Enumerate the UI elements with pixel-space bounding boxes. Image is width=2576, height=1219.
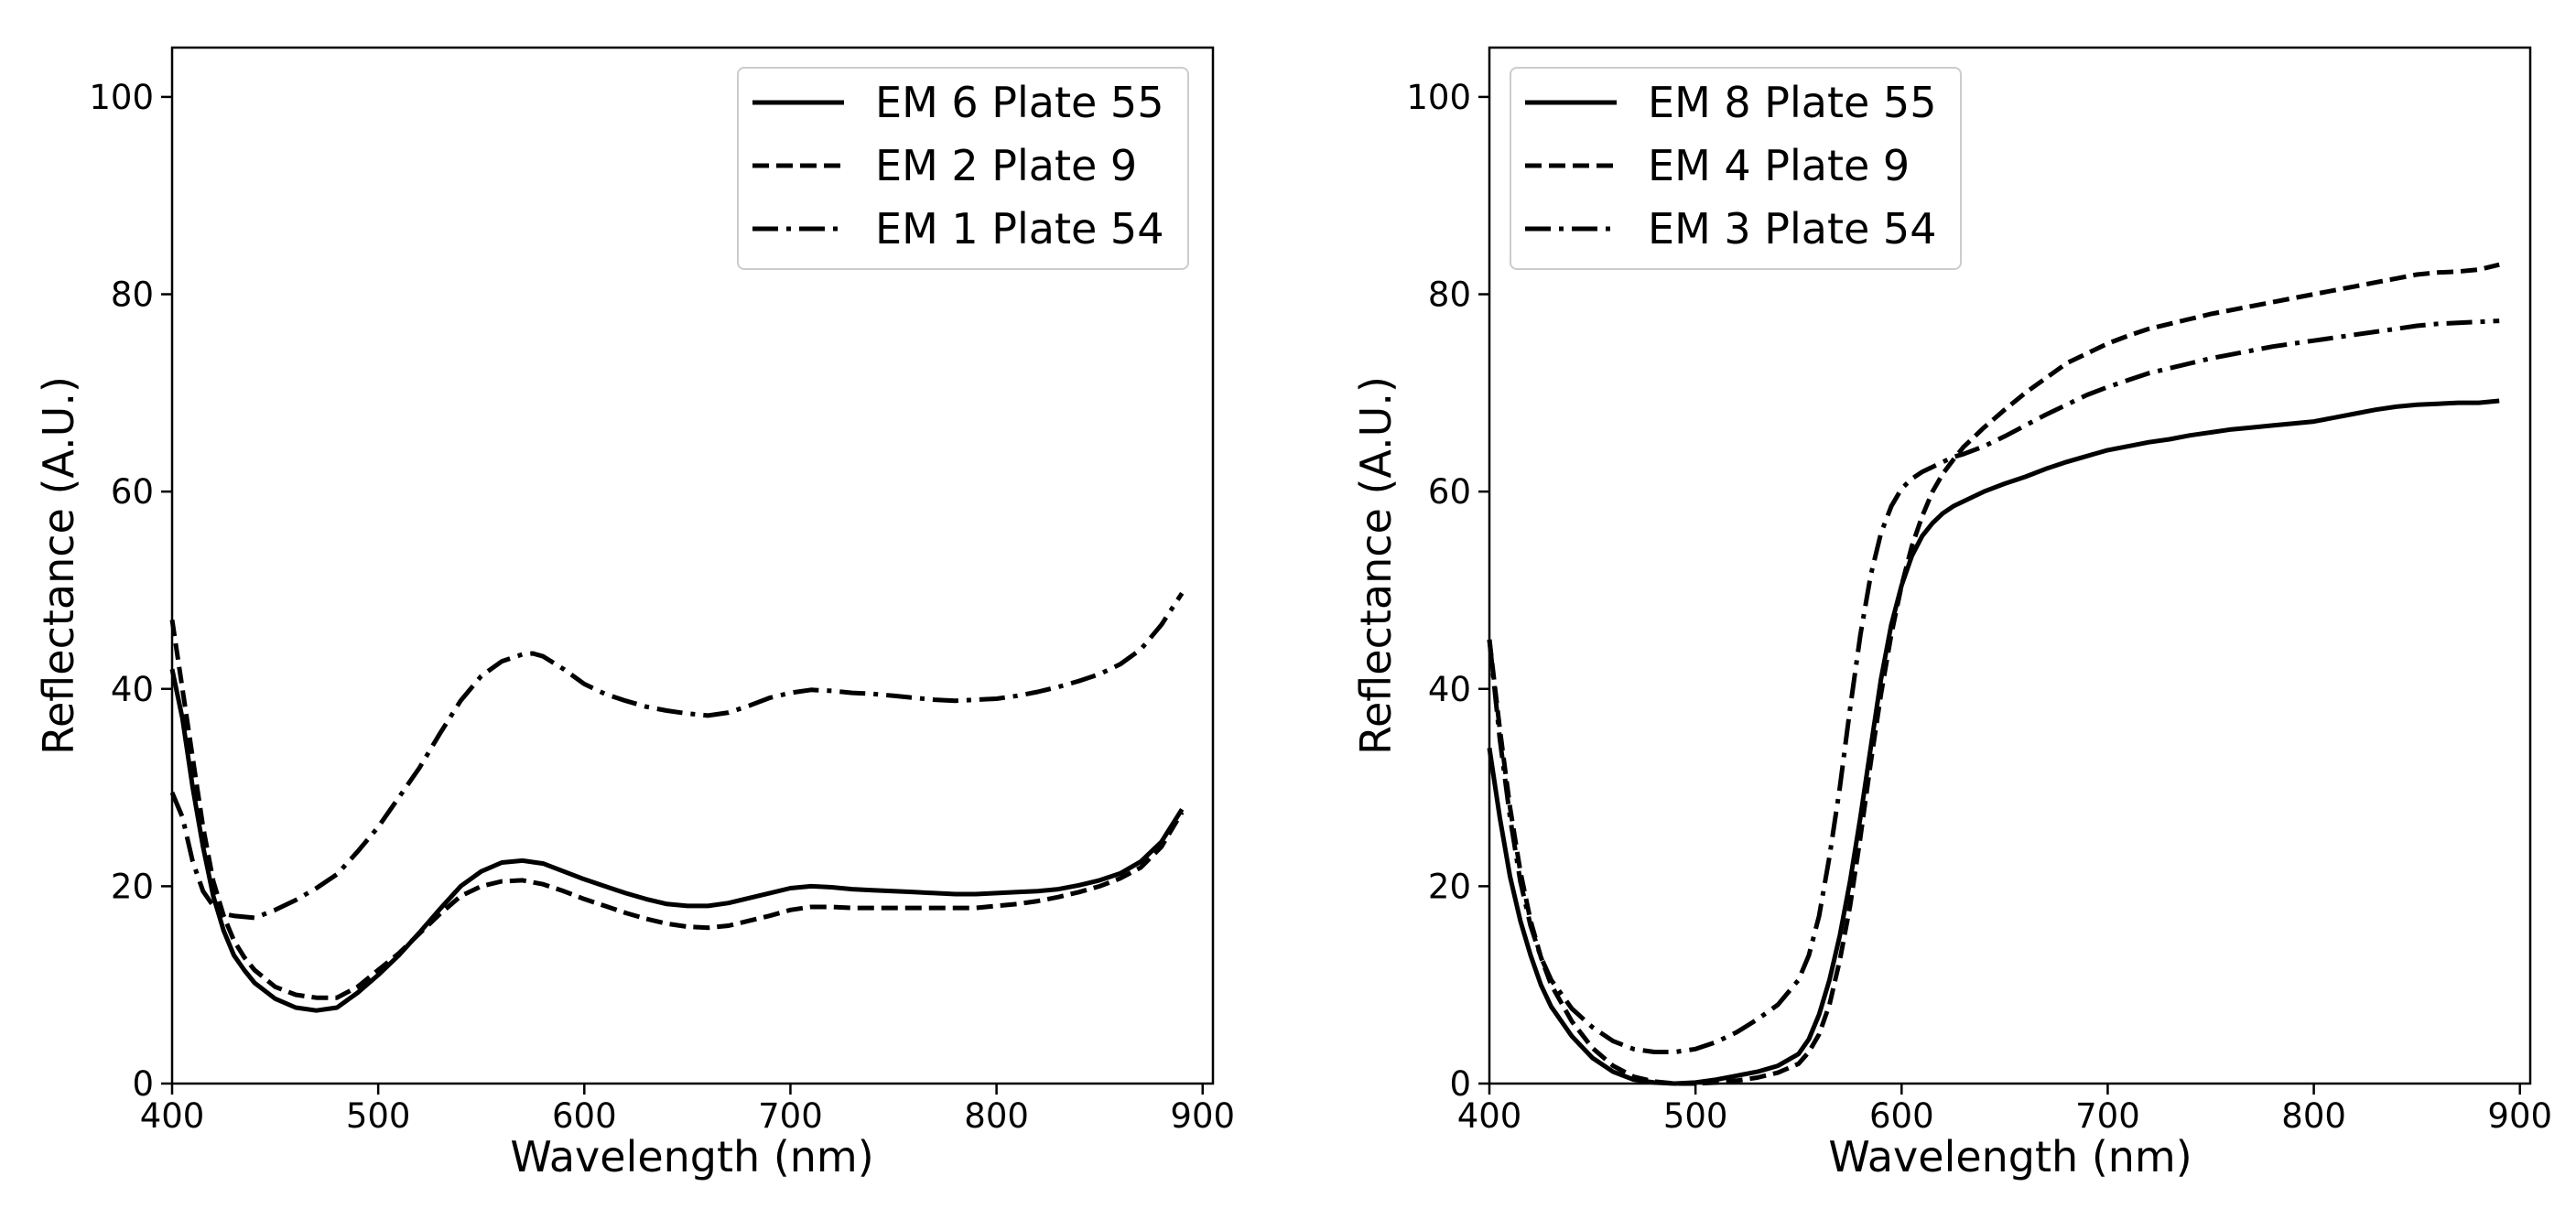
x-tick-label: 700: [2075, 1096, 2140, 1136]
x-tick-label: 500: [1663, 1096, 1728, 1136]
left-chart-lines: [169, 591, 1185, 1013]
left-legend-entry: EM 1 Plate 54: [875, 204, 1164, 254]
right-legend-box: [1510, 67, 1962, 270]
y-tick-label: 40: [111, 670, 154, 709]
y-tick-label: 0: [132, 1064, 154, 1104]
left-x-axis-label: Wavelength (nm): [510, 1132, 873, 1181]
y-tick-label: 0: [1449, 1064, 1471, 1104]
left-y-axis-label: Reflectance (A.U.): [34, 376, 83, 755]
series-line-right-2: [1487, 262, 2500, 1086]
y-tick-label: 100: [1406, 78, 1471, 117]
y-tick-label: 80: [111, 275, 154, 315]
left-legend: EM 6 Plate 55 EM 2 Plate 9 EM 1 Plate 54: [737, 67, 1189, 270]
right-legend-entry: EM 3 Plate 54: [1648, 204, 1936, 254]
x-tick-label: 600: [552, 1096, 617, 1136]
right-chart-panel: 400 500 600 700 800 900 0 20 40 60 80 100 Wavelengt…: [1351, 46, 2552, 1181]
right-legend-entry: EM 4 Plate 9: [1648, 141, 1910, 190]
x-tick-label: 500: [346, 1096, 411, 1136]
x-tick-label: 800: [964, 1096, 1029, 1136]
left-legend-entry: EM 2 Plate 9: [875, 141, 1137, 190]
x-tick-label: 800: [2281, 1096, 2346, 1136]
right-legend: EM 8 Plate 55 EM 4 Plate 9 EM 3 Plate 54: [1510, 67, 1962, 270]
x-tick-label: 400: [140, 1096, 205, 1136]
y-tick-label: 40: [1428, 670, 1471, 709]
left-legend-box: [737, 67, 1189, 270]
x-tick-label: 700: [758, 1096, 823, 1136]
right-chart-lines: [1487, 262, 2500, 1086]
x-tick-label: 900: [1170, 1096, 1235, 1136]
left-chart-panel: 400 500 600 700 800 900 0 20 40 60 80 100 Wavelengt…: [34, 46, 1235, 1181]
y-tick-label: 60: [111, 472, 154, 512]
series-line-left-1: [169, 668, 1185, 1013]
right-y-axis-label: Reflectance (A.U.): [1351, 376, 1401, 755]
right-legend-entry: EM 8 Plate 55: [1648, 78, 1936, 127]
right-x-axis-label: Wavelength (nm): [1828, 1132, 2192, 1181]
left-plot-frame: [170, 46, 1215, 1085]
x-tick-label: 400: [1457, 1096, 1522, 1136]
y-tick-label: 100: [89, 78, 154, 117]
y-tick-label: 20: [111, 867, 154, 906]
x-tick-label: 600: [1869, 1096, 1934, 1136]
y-tick-label: 80: [1428, 275, 1471, 315]
series-line-left-3: [169, 591, 1185, 921]
left-chart-ticks: 400 500 600 700 800 900 0 20 40 60 80 100: [89, 78, 1235, 1136]
right-chart-ticks: 400 500 600 700 800 900 0 20 40 60 80 100: [1406, 78, 2552, 1136]
series-line-right-1: [1487, 398, 2500, 1086]
right-plot-frame: [1488, 46, 2532, 1085]
y-tick-label: 20: [1428, 867, 1471, 906]
series-line-left-2: [169, 619, 1185, 1000]
left-legend-entry: EM 6 Plate 55: [875, 78, 1164, 127]
y-tick-label: 60: [1428, 472, 1471, 512]
series-line-right-3: [1487, 318, 2500, 1054]
x-tick-label: 900: [2487, 1096, 2552, 1136]
